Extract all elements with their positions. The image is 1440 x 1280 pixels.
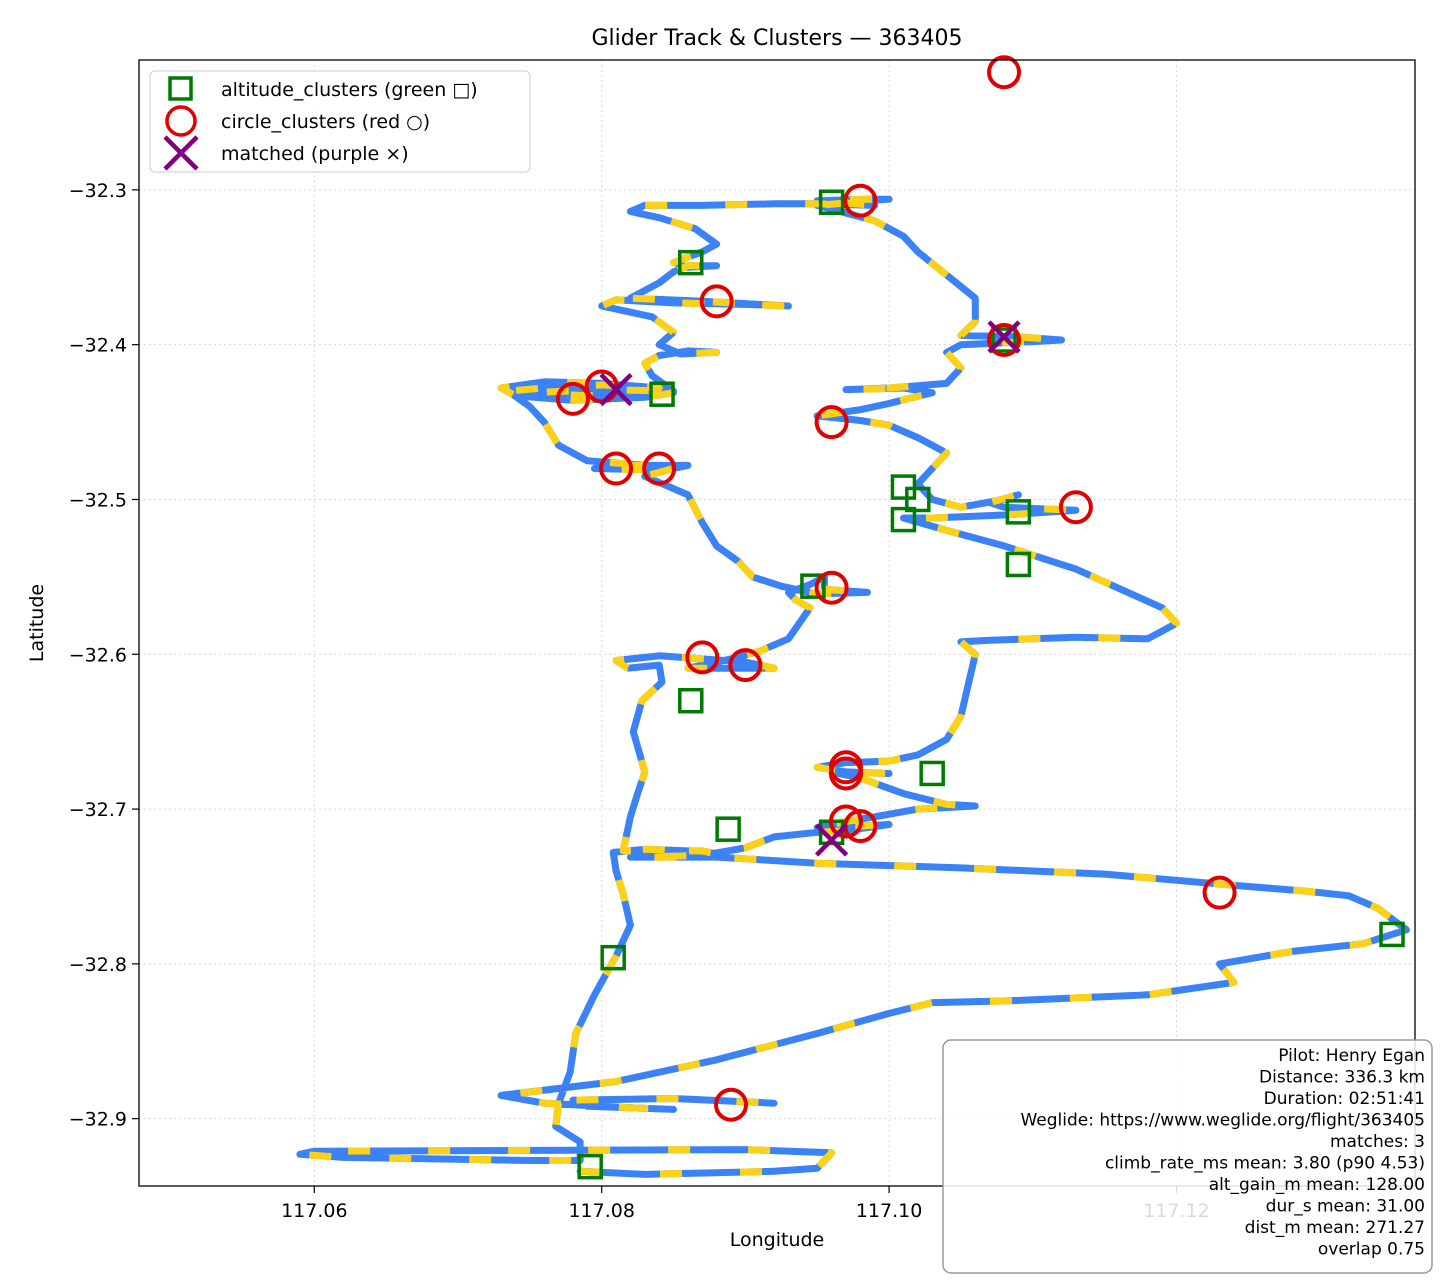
y-tick-label: −32.8 (69, 954, 127, 976)
info-line: dist_m mean: 271.27 (1245, 1218, 1425, 1238)
y-tick-label: −32.9 (69, 1109, 127, 1131)
altitude-cluster-marker (818, 189, 845, 216)
x-tick-label: 117.06 (281, 1200, 347, 1222)
altitude-cluster-marker (991, 327, 1017, 353)
altitude-cluster-marker (800, 573, 826, 599)
altitude-cluster-marker (600, 944, 626, 971)
altitude-cluster-marker (577, 1153, 603, 1180)
info-line: dur_s mean: 31.00 (1266, 1197, 1425, 1217)
altitude-cluster-marker (890, 506, 917, 533)
circle-cluster-marker (685, 640, 720, 675)
legend: altitude_clusters (green □) circle_clust… (149, 70, 531, 173)
circle-cluster-marker (843, 183, 878, 218)
altitude-cluster-marker (715, 816, 741, 842)
circle-cluster-marker (814, 405, 849, 440)
legend-square-icon (168, 76, 193, 101)
x-axis-label: Longitude (730, 1229, 825, 1251)
legend-circle-icon (165, 105, 197, 137)
circle-cluster-marker (555, 381, 590, 416)
chart-title: Glider Track & Clusters — 363405 (591, 26, 962, 51)
info-box-frame (942, 1039, 1433, 1274)
legend-box (149, 70, 531, 173)
altitude-cluster-marker (919, 760, 945, 787)
legend-label-matched: matched (purple ×) (221, 143, 409, 165)
info-line: Duration: 02:51:41 (1264, 1089, 1425, 1109)
y-tick-label: −32.7 (69, 799, 127, 821)
info-line: Distance: 336.3 km (1259, 1068, 1425, 1088)
info-line: overlap 0.75 (1318, 1240, 1425, 1260)
y-tick-label: −32.3 (69, 180, 127, 202)
circle-cluster-marker (987, 323, 1022, 358)
altitude-cluster-marker (905, 486, 931, 513)
y-tick-label: −32.5 (69, 489, 127, 511)
circle-cluster-marker (699, 284, 734, 319)
circle-cluster-marker (599, 451, 634, 486)
circle-cluster-marker (642, 451, 677, 486)
circle-cluster-marker (828, 756, 863, 791)
matched-marker-stroke (815, 823, 849, 857)
markers-layer (555, 55, 1405, 1180)
altitude-cluster-marker (678, 249, 704, 276)
y-axis: −32.3 −32.4 −32.5 −32.6 −32.7 −32.8 −32.9 (69, 180, 139, 1131)
legend-x-icon (163, 135, 199, 171)
legend-label-circle: circle_clusters (red ○) (221, 111, 430, 133)
y-tick-label: −32.6 (69, 644, 127, 666)
y-tick-label: −32.4 (69, 335, 127, 357)
altitude-cluster-marker (678, 687, 704, 714)
y-axis-label: Latitude (26, 584, 48, 662)
circle-cluster-marker (1202, 875, 1237, 910)
circle-cluster-marker (814, 570, 849, 605)
info-line: matches: 3 (1330, 1132, 1425, 1152)
altitude-cluster-marker (649, 381, 675, 407)
info-line: alt_gain_m mean: 128.00 (1209, 1175, 1425, 1195)
info-line: climb_rate_ms mean: 3.80 (p90 4.53) (1105, 1154, 1425, 1174)
info-line: Pilot: Henry Egan (1278, 1046, 1425, 1066)
x-tick-label: 117.10 (856, 1200, 922, 1222)
matched-marker-stroke (599, 372, 633, 407)
circle-cluster-marker (828, 804, 863, 839)
altitude-cluster-marker (1005, 499, 1032, 525)
circle-cluster-marker (987, 55, 1022, 90)
x-tick-label: 117.08 (568, 1200, 634, 1222)
plot-frame (138, 59, 1416, 1187)
matched-marker-stroke (987, 320, 1021, 354)
matched-marker (599, 372, 633, 407)
altitude-cluster-marker (1005, 551, 1032, 578)
matched-marker (815, 823, 849, 857)
legend-label-altitude: altitude_clusters (green □) (221, 79, 478, 101)
circle-cluster-marker (728, 648, 763, 683)
circle-cluster-marker (714, 1087, 749, 1122)
matched-marker (987, 320, 1021, 354)
circle-cluster-marker (1058, 490, 1093, 525)
info-line: Weglide: https://www.weglide.org/flight/… (1020, 1111, 1425, 1131)
altitude-cluster-marker (1379, 921, 1405, 948)
